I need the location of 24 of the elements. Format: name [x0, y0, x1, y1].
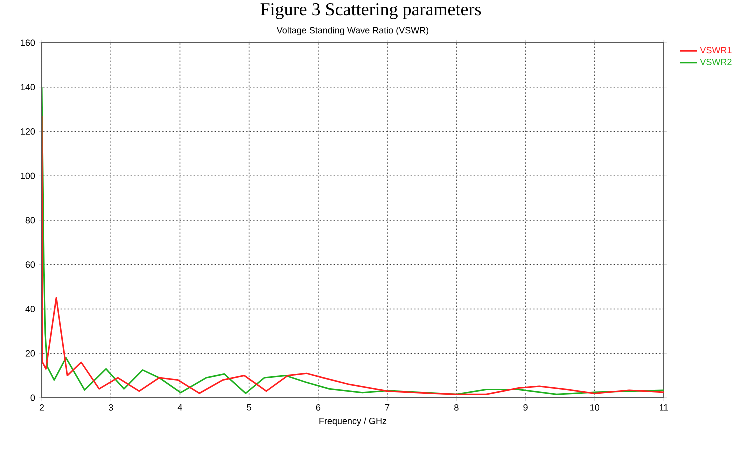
- x-axis-title: Frequency / GHz: [320, 418, 387, 426]
- x-tick-label: 5: [247, 404, 252, 411]
- x-tick-label: 2: [40, 404, 44, 411]
- x-tick-label: 10: [590, 404, 600, 411]
- y-tick-label: 40: [26, 306, 36, 312]
- caption: Figure 3 Scattering parameters: [260, 4, 482, 20]
- chart-title: Voltage Standing Wave Ratio (VSWR): [276, 27, 429, 36]
- y-tick-label: 60: [26, 262, 36, 268]
- y-tick-label: 140: [21, 84, 36, 91]
- y-tick-label: 80: [26, 217, 36, 224]
- x-tick-label: 6: [316, 404, 321, 411]
- y-tick-label: 160: [21, 40, 36, 46]
- x-tick-label: 9: [524, 404, 528, 411]
- x-tick-label: 7: [386, 404, 390, 411]
- x-tick-label: 3: [108, 404, 114, 411]
- y-tick-label: 20: [26, 350, 36, 357]
- x-tick-label: 4: [178, 404, 182, 411]
- x-tick-label: 8: [454, 404, 459, 411]
- legend-label: VSWR2: [700, 58, 732, 66]
- y-tick-label: 0: [30, 394, 36, 402]
- y-tick-label: 120: [21, 128, 36, 135]
- x-tick-label: 11: [660, 404, 668, 411]
- y-tick-label: 100: [21, 172, 36, 180]
- legend-label: VSWR1: [700, 47, 732, 54]
